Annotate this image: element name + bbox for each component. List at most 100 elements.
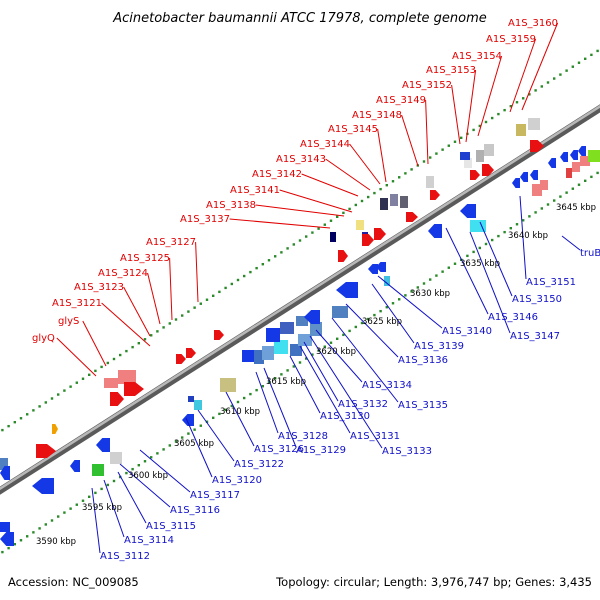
forward-gene-label: A1S_3144: [300, 139, 350, 150]
gene-box: [280, 322, 294, 334]
reverse-gene-arrow: [336, 282, 358, 298]
track-dot: [119, 475, 122, 479]
track-dot: [540, 207, 543, 210]
reverse-gene-arrow: [520, 172, 528, 182]
reverse-gene-arrow: [560, 152, 568, 162]
track-dot: [38, 405, 41, 408]
track-dot: [577, 183, 581, 186]
track-dot: [267, 381, 271, 384]
track-dot: [385, 306, 388, 309]
track-dot: [354, 203, 357, 207]
track-dot: [429, 156, 432, 159]
gene-box: [566, 168, 572, 178]
track-dots: [1, 49, 599, 554]
track-dot: [131, 345, 134, 349]
track-dot: [410, 290, 413, 293]
gene-box: [254, 350, 264, 364]
kbp-tick-label: 3625 kbp: [362, 317, 402, 327]
forward-gene-label: A1S_3142: [252, 169, 302, 180]
track-dot: [391, 180, 395, 183]
track-dot: [522, 97, 525, 100]
track-dot: [472, 128, 475, 132]
track-dot: [336, 215, 339, 218]
reverse-leader-line: [479, 221, 513, 297]
track-dot: [292, 365, 295, 368]
track-dot: [187, 310, 190, 313]
gene-box: [464, 158, 472, 168]
track-dot: [590, 175, 593, 179]
genome-backbone: [0, 104, 600, 495]
track-dot: [69, 385, 72, 388]
gene-box: [470, 220, 486, 232]
forward-leader-line: [195, 241, 199, 303]
track-dot: [1, 428, 4, 432]
gene-box: [330, 232, 336, 242]
track-dot: [181, 436, 184, 439]
reverse-gene-arrow: [376, 262, 386, 272]
track-dot: [125, 471, 128, 475]
reverse-gene-label: A1S_3112: [100, 551, 150, 562]
reverse-gene-label: A1S_3122: [234, 459, 284, 470]
reverse-leader-line: [289, 355, 321, 414]
forward-gene-arrow: [110, 392, 124, 406]
track-dot: [447, 144, 450, 147]
reverse-gene-arrow: [578, 146, 586, 156]
gene-box: [274, 340, 288, 354]
reverse-leader-line: [345, 303, 399, 358]
track-dot: [280, 373, 283, 376]
gene-box: [266, 328, 280, 342]
forward-leader-line: [349, 143, 381, 185]
track-dot: [590, 53, 593, 57]
track-dot: [212, 294, 215, 297]
track-dot: [596, 49, 599, 53]
reverse-leader-line: [303, 341, 339, 402]
track-dot: [342, 211, 345, 215]
gene-box: [220, 378, 236, 392]
gene-box: [516, 124, 526, 136]
kbp-tick-label: 3645 kbp: [556, 203, 596, 213]
track-dot: [100, 487, 103, 491]
track-dot: [584, 57, 587, 60]
reverse-leader-line: [117, 471, 147, 524]
map-title: Acinetobacter baumannii ATCC 17978, comp…: [112, 11, 487, 26]
track-dot: [515, 223, 519, 226]
track-dot: [236, 400, 240, 404]
track-dot: [125, 349, 128, 353]
track-dot: [398, 298, 401, 301]
track-dot: [329, 341, 333, 344]
track-dot: [156, 330, 159, 333]
track-dot: [236, 278, 240, 282]
forward-gene-label: A1S_3141: [230, 185, 280, 196]
forward-leader-line: [101, 302, 151, 347]
track-dot: [94, 491, 97, 495]
track-dot: [596, 171, 599, 175]
track-dot: [174, 440, 178, 443]
track-dot: [354, 325, 357, 329]
forward-gene-label: A1S_3137: [180, 214, 230, 225]
gene-box: [580, 156, 590, 166]
track-dot: [336, 337, 339, 340]
forward-leader-line: [56, 337, 97, 377]
reverse-gene-arrow: [96, 438, 110, 452]
kbp-tick-label: 3635 kbp: [460, 259, 500, 269]
gene-box: [290, 344, 302, 356]
gene-box: [572, 162, 580, 172]
reverse-gene-label: A1S_3126: [254, 444, 304, 455]
track-dot: [150, 456, 153, 459]
track-dot: [422, 282, 426, 285]
reverse-gene-arrow: [0, 532, 14, 546]
track-dot: [63, 389, 66, 392]
forward-gene-arrow: [52, 424, 58, 434]
kbp-tick-label: 3615 kbp: [266, 377, 306, 387]
reverse-gene-arrow: [570, 150, 578, 160]
track-dot: [323, 345, 326, 348]
track-dot: [534, 211, 537, 214]
gene-box: [262, 346, 274, 360]
reverse-leader-line: [445, 227, 489, 315]
kbp-scale: 3590 kbp 3595 kbp 3600 kbp 3605 kbp 3610 kbp…: [36, 203, 596, 547]
forward-leader-line: [401, 114, 419, 167]
reverse-gene-label: A1S_3129: [296, 445, 346, 456]
track-dot: [466, 254, 469, 258]
track-dot: [280, 251, 283, 254]
track-dot: [305, 235, 308, 238]
